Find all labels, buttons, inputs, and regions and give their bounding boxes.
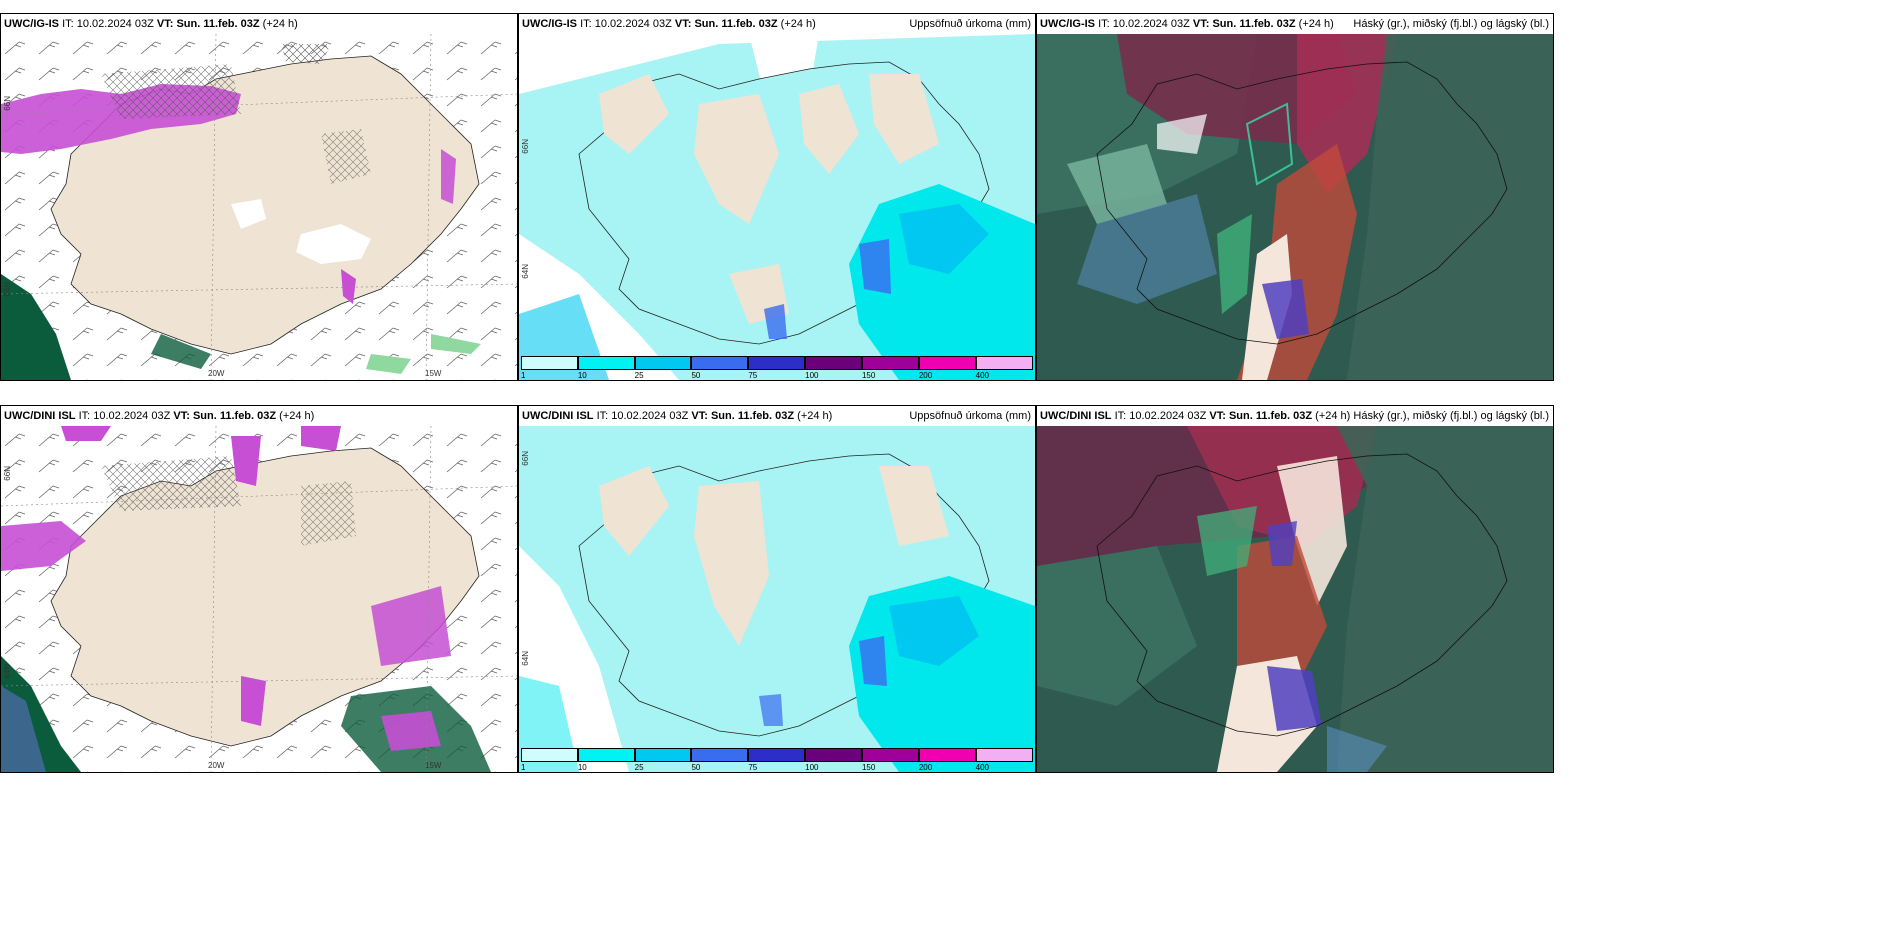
colorbar-swatch bbox=[577, 748, 635, 762]
panel-title: Uppsöfnuð úrkoma (mm) bbox=[909, 410, 1031, 422]
cloud-map bbox=[1037, 34, 1553, 380]
map-panel-accum-precip-igis: UWC/IG-IS IT: 10.02.2024 03Z VT: Sun. 11… bbox=[518, 13, 1036, 381]
panel-header: UWC/DINI ISL IT: 10.02.2024 03Z VT: Sun.… bbox=[1, 406, 517, 426]
colorbar-tick: 200 bbox=[918, 763, 933, 772]
colorbar-swatch bbox=[521, 356, 578, 370]
panel-title: Uppsöfnuð úrkoma (mm) bbox=[909, 18, 1031, 30]
map-canvas bbox=[1, 34, 517, 380]
map-canvas bbox=[1, 426, 517, 772]
colorbar-tick: 1 bbox=[521, 763, 526, 772]
colorbar-swatch bbox=[748, 356, 806, 370]
lat-label-66n: 66N bbox=[3, 466, 12, 481]
map-panel-accum-precip-dini: UWC/DINI ISL IT: 10.02.2024 03Z VT: Sun.… bbox=[518, 405, 1036, 773]
map-canvas bbox=[1037, 426, 1553, 772]
colorbar-swatch bbox=[748, 748, 806, 762]
colorbar-tick: 200 bbox=[918, 371, 933, 380]
map-canvas bbox=[519, 426, 1035, 772]
colorbar-swatch bbox=[634, 748, 692, 762]
colorbar-tick: 400 bbox=[975, 371, 989, 380]
colorbar-tick: 100 bbox=[805, 371, 819, 380]
lon-label-15w: 15W bbox=[425, 369, 442, 378]
lon-label-20w: 20W bbox=[208, 761, 225, 770]
colorbar-swatch bbox=[861, 356, 919, 370]
lat-label-64n: 64N bbox=[3, 282, 12, 297]
lon-label-20w: 20W bbox=[208, 369, 225, 378]
panel-header: UWC/IG-IS IT: 10.02.2024 03Z VT: Sun. 11… bbox=[1037, 14, 1553, 34]
precip-colorbar: 1 10 25 50 75 100 150 200 400 bbox=[521, 356, 1033, 380]
colorbar-tick: 10 bbox=[577, 371, 587, 380]
wind-snow-map bbox=[1, 34, 517, 380]
colorbar-swatch bbox=[521, 748, 578, 762]
map-panel-wind-precip-dini: UWC/DINI ISL IT: 10.02.2024 03Z VT: Sun.… bbox=[0, 405, 518, 773]
colorbar-tick: 1 bbox=[521, 371, 526, 380]
map-panel-wind-precip-igis: UWC/IG-IS IT: 10.02.2024 03Z VT: Sun. 11… bbox=[0, 13, 518, 381]
map-panel-clouds-igis: UWC/IG-IS IT: 10.02.2024 03Z VT: Sun. 11… bbox=[1036, 13, 1554, 381]
colorbar-swatch bbox=[975, 748, 1033, 762]
model-name: UWC/DINI ISL bbox=[4, 410, 76, 422]
colorbar-tick: 10 bbox=[577, 763, 587, 772]
colorbar-tick: 75 bbox=[748, 763, 758, 772]
precip-map bbox=[519, 426, 1035, 772]
panel-header: UWC/IG-IS IT: 10.02.2024 03Z VT: Sun. 11… bbox=[519, 14, 1035, 34]
lon-label-15w: 15W bbox=[425, 761, 442, 770]
panel-header: UWC/DINI ISL IT: 10.02.2024 03Z VT: Sun.… bbox=[1037, 406, 1553, 426]
colorbar-tick: 50 bbox=[691, 371, 701, 380]
iceland-outline bbox=[1096, 453, 1508, 737]
panel-header: UWC/IG-IS IT: 10.02.2024 03Z VT: Sun. 11… bbox=[1, 14, 517, 34]
precip-map bbox=[519, 34, 1035, 380]
map-canvas bbox=[1037, 34, 1553, 380]
lat-label-66n: 66N bbox=[521, 139, 530, 154]
colorbar-tick: 400 bbox=[975, 763, 989, 772]
wind-snow-map bbox=[1, 426, 517, 772]
colorbar-tick: 75 bbox=[748, 371, 758, 380]
colorbar-tick: 100 bbox=[805, 763, 819, 772]
map-canvas bbox=[519, 34, 1035, 380]
colorbar-swatch bbox=[691, 748, 749, 762]
cloud-map bbox=[1037, 426, 1553, 772]
colorbar-swatch bbox=[918, 748, 976, 762]
lat-label-64n: 64N bbox=[521, 651, 530, 666]
lat-label-64n: 64N bbox=[3, 664, 12, 679]
lat-label-66n: 66N bbox=[3, 96, 12, 111]
panel-title: Háský (gr.), miðský (fj.bl.) og lágský (… bbox=[1353, 410, 1549, 422]
colorbar-swatch bbox=[975, 356, 1033, 370]
colorbar-tick: 25 bbox=[634, 371, 644, 380]
model-name: UWC/IG-IS bbox=[4, 18, 59, 30]
panel-header: UWC/DINI ISL IT: 10.02.2024 03Z VT: Sun.… bbox=[519, 406, 1035, 426]
colorbar-swatch bbox=[861, 748, 919, 762]
panel-title: Háský (gr.), miðský (fj.bl.) og lágský (… bbox=[1353, 18, 1549, 30]
map-panel-clouds-dini: UWC/DINI ISL IT: 10.02.2024 03Z VT: Sun.… bbox=[1036, 405, 1554, 773]
colorbar-tick: 150 bbox=[861, 371, 876, 380]
iceland-outline bbox=[1096, 61, 1508, 345]
precip-colorbar: 1 10 25 50 75 100 150 200 400 bbox=[521, 748, 1033, 772]
colorbar-swatch bbox=[577, 356, 635, 370]
lat-label-66n: 66N bbox=[521, 451, 530, 466]
colorbar-swatch bbox=[805, 356, 862, 370]
colorbar-swatch bbox=[634, 356, 692, 370]
colorbar-swatch bbox=[691, 356, 749, 370]
colorbar-swatch bbox=[805, 748, 862, 762]
colorbar-swatch bbox=[918, 356, 976, 370]
colorbar-tick: 150 bbox=[861, 763, 876, 772]
colorbar-tick: 50 bbox=[691, 763, 701, 772]
lat-label-64n: 64N bbox=[521, 264, 530, 279]
colorbar-tick: 25 bbox=[634, 763, 644, 772]
